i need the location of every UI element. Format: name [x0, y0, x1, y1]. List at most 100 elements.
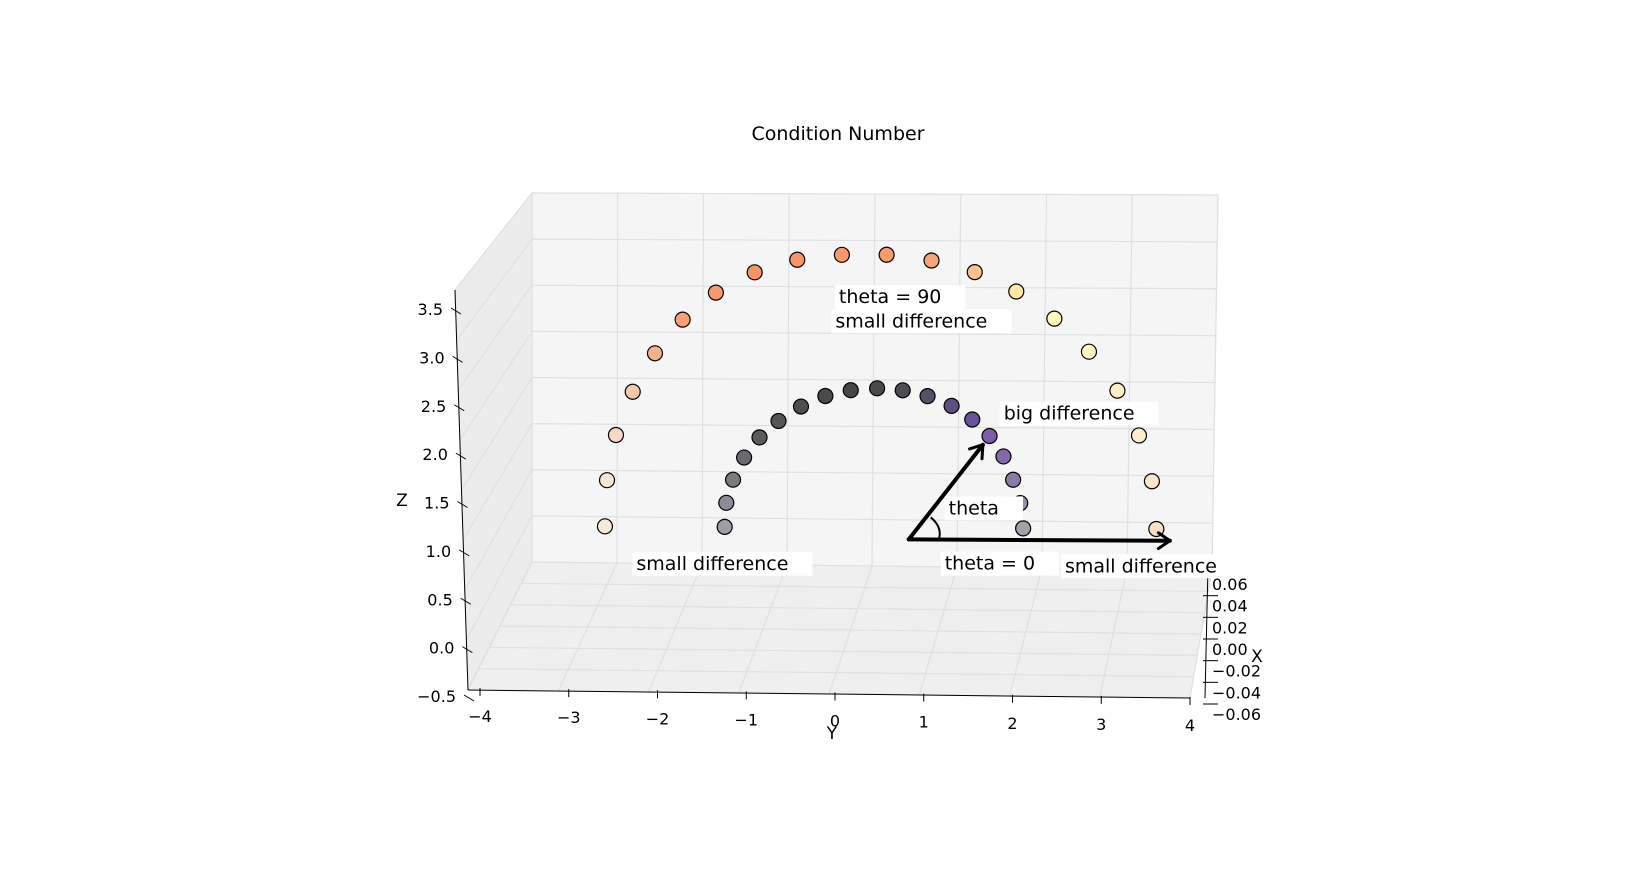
grid-line — [531, 376, 1216, 384]
x-tick-label: 0.06 — [1212, 575, 1248, 594]
x-tick-label: 0.02 — [1212, 618, 1248, 637]
z-axis-label: Z — [396, 491, 408, 511]
z-tick-label: 3.5 — [418, 300, 443, 319]
data-point — [894, 382, 911, 399]
grid-line — [459, 331, 533, 441]
data-point — [964, 411, 981, 428]
x-tick-label: 0.04 — [1212, 597, 1248, 616]
annotation-box — [999, 401, 1159, 426]
z-tick-label: 1.5 — [424, 494, 449, 513]
x-tick-label: −0.02 — [1212, 662, 1261, 681]
z-tick — [453, 404, 465, 412]
grid-line — [454, 192, 533, 291]
data-point — [981, 427, 998, 445]
annotation: theta = 0 — [940, 551, 1060, 576]
x-axis-label: X — [1251, 647, 1263, 667]
grid-line — [531, 515, 1213, 524]
data-point — [716, 518, 733, 536]
arrow-head — [1156, 531, 1172, 543]
chart-title: Condition Number — [751, 123, 924, 145]
grid-line — [460, 377, 533, 491]
grid-line — [465, 515, 533, 641]
y-tick-label: −4 — [468, 707, 492, 726]
z-tick — [462, 646, 473, 654]
z-tick — [460, 597, 472, 605]
data-point — [724, 471, 742, 488]
arrow-head — [1156, 539, 1172, 551]
annotation: small difference — [1060, 554, 1241, 579]
annotation-text: theta = 90 — [839, 286, 941, 308]
data-point — [1046, 310, 1063, 327]
annotation-text: theta = 0 — [945, 553, 1035, 575]
y-tick-label: −1 — [734, 710, 758, 729]
grid-line — [531, 238, 1218, 243]
grid-line — [489, 646, 1198, 656]
data-point — [646, 345, 664, 362]
data-point — [751, 429, 768, 446]
grid-line — [531, 192, 1219, 196]
annotation-text: big difference — [1004, 403, 1135, 425]
data-point — [1130, 427, 1148, 444]
y-axis-label: Y — [826, 724, 838, 744]
z-tick — [457, 501, 468, 508]
z-tick — [450, 307, 462, 315]
data-points — [596, 246, 1165, 538]
z-axis-line — [454, 289, 469, 691]
annotation: big difference — [999, 401, 1159, 426]
data-point — [707, 284, 724, 301]
data-point — [1109, 382, 1126, 399]
annotation: small difference — [831, 309, 1012, 334]
arrow-line — [906, 442, 985, 542]
arrow-head — [980, 443, 985, 461]
z-tick — [458, 549, 470, 557]
data-point — [869, 380, 886, 397]
grid-line — [456, 238, 533, 341]
grid-line — [478, 668, 1194, 678]
annotation-text: small difference — [1065, 555, 1217, 577]
y-axis-line — [467, 689, 1191, 699]
data-point — [923, 252, 940, 269]
arrow-line — [906, 537, 1172, 543]
annotation: small difference — [632, 551, 813, 576]
annotation-text: small difference — [636, 553, 788, 575]
z-tick-label: 0.0 — [429, 639, 454, 658]
y-tick-label: 3 — [1096, 715, 1106, 734]
z-tick-label: 3.0 — [419, 348, 444, 367]
data-point — [817, 387, 834, 405]
x-tick-label: −0.06 — [1212, 705, 1261, 724]
grid-line — [521, 582, 1209, 592]
data-point — [718, 494, 735, 511]
z-tick-label: 0.5 — [427, 590, 452, 609]
z-tick — [455, 452, 467, 460]
x-tick-label: −0.04 — [1212, 683, 1261, 702]
grid-line — [499, 625, 1202, 635]
data-point — [596, 518, 614, 535]
annotation-box — [944, 496, 1023, 521]
annotation-box — [831, 309, 1012, 334]
data-point — [943, 397, 960, 414]
grid-line — [464, 469, 533, 591]
data-point — [1005, 471, 1022, 488]
y-tick-label: 0 — [830, 712, 840, 731]
arrow-head — [968, 443, 985, 451]
y-tick-label: −3 — [557, 708, 581, 727]
data-point — [624, 383, 641, 400]
y-tick-label: −2 — [646, 709, 670, 728]
data-point — [1143, 473, 1161, 490]
axis-panes — [454, 191, 1219, 699]
grid-line — [457, 284, 533, 391]
angle-arc — [930, 516, 941, 540]
data-point — [842, 382, 859, 399]
annotation-box — [1060, 554, 1241, 579]
z-tick — [452, 355, 463, 363]
data-point — [1015, 520, 1032, 537]
data-point — [746, 264, 763, 281]
y-tick-label: 4 — [1185, 716, 1195, 735]
grid-lines — [454, 192, 1219, 699]
y-tick-label: 2 — [1007, 714, 1017, 733]
data-point — [789, 251, 806, 268]
data-point — [995, 448, 1012, 465]
annotation-box — [632, 551, 813, 576]
